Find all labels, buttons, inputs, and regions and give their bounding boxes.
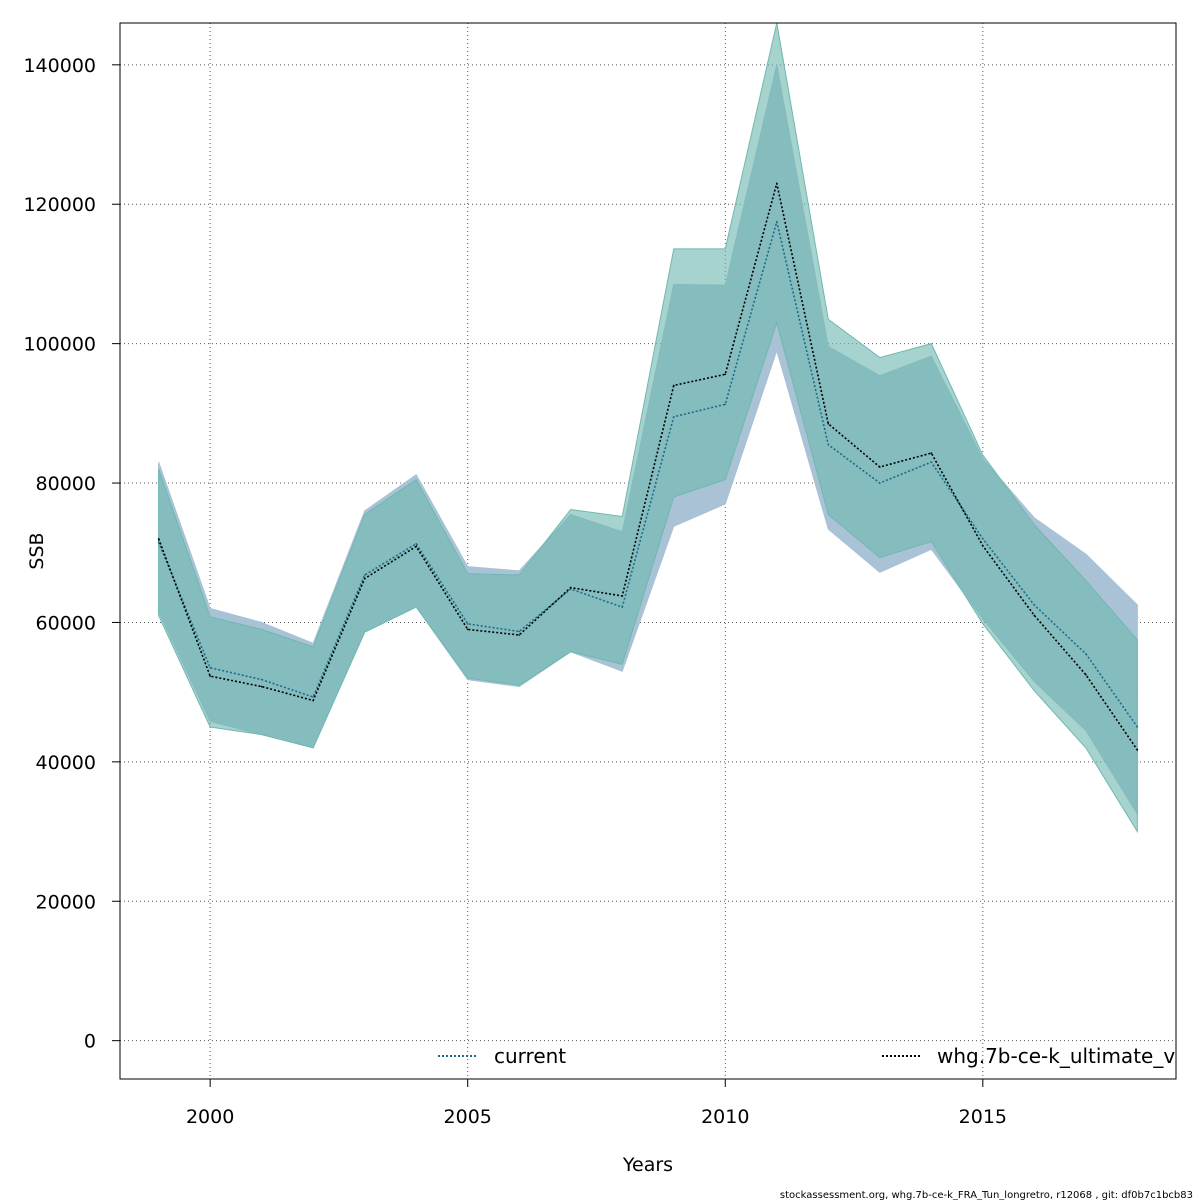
- data-point: [621, 595, 624, 597]
- data-point: [775, 220, 778, 223]
- data-point: [363, 574, 366, 576]
- data-point: [827, 422, 830, 425]
- data-point: [724, 403, 727, 406]
- series-lines: [157, 182, 1139, 751]
- data-point: [879, 482, 881, 484]
- x-tick-label: 2010: [701, 1106, 749, 1128]
- data-point: [1033, 614, 1036, 617]
- data-point: [1136, 726, 1139, 728]
- data-point: [1136, 749, 1139, 751]
- y-tick-label: 0: [84, 1031, 96, 1053]
- data-point: [209, 666, 211, 669]
- data-point: [621, 606, 624, 608]
- x-tick-label: 2005: [444, 1106, 492, 1128]
- data-point: [312, 696, 314, 698]
- data-point: [157, 541, 160, 544]
- data-point: [415, 545, 417, 548]
- y-tick-label: 120000: [23, 194, 96, 216]
- footer-credit: stockassessment.org, whg.7b-ce-k_FRA_Tun…: [780, 1190, 1193, 1200]
- data-point: [827, 443, 830, 446]
- data-point: [930, 452, 933, 454]
- data-point: [982, 544, 984, 547]
- data-point: [724, 373, 727, 376]
- data-point: [466, 623, 469, 625]
- data-point: [157, 538, 160, 540]
- data-point: [982, 538, 984, 540]
- data-point: [518, 634, 521, 636]
- legend-label-current: current: [494, 1044, 566, 1068]
- legend: current whg.7b-ce-k_ultimate_v: [438, 1044, 1175, 1068]
- gridlines: [120, 23, 1176, 1079]
- y-axis-title: SSB: [26, 532, 48, 569]
- series-line-whg: [157, 183, 1139, 751]
- data-point: [1085, 653, 1087, 655]
- data-point: [518, 630, 521, 633]
- data-point: [1033, 604, 1036, 606]
- data-point: [879, 466, 881, 468]
- data-point: [569, 586, 572, 589]
- data-point: [312, 699, 314, 702]
- data-point: [672, 416, 675, 418]
- data-point: [1085, 673, 1087, 676]
- x-axis-title: Years: [622, 1154, 673, 1176]
- data-point: [672, 384, 675, 387]
- y-tick-label: 100000: [23, 334, 96, 356]
- x-tick-label: 2015: [959, 1106, 1007, 1128]
- x-axis: 2000 2005 2010 2015: [186, 1079, 1007, 1128]
- y-axis: 0 20000 40000 60000 80000 100000 120000 140000: [23, 55, 120, 1053]
- y-tick-label: 140000: [23, 55, 96, 77]
- data-point: [260, 678, 263, 681]
- y-tick-label: 40000: [36, 752, 96, 774]
- plot-frame: [119, 22, 1177, 1080]
- data-point: [363, 577, 366, 580]
- data-point: [930, 461, 933, 463]
- data-point: [466, 628, 469, 631]
- y-tick-label: 80000: [36, 473, 96, 495]
- data-point: [209, 675, 211, 677]
- y-tick-label: 60000: [36, 612, 96, 634]
- confidence-bands: [158, 22, 1138, 834]
- data-point: [775, 182, 778, 185]
- x-tick-label: 2000: [186, 1106, 234, 1128]
- legend-label-whg: whg.7b-ce-k_ultimate_v: [937, 1044, 1175, 1068]
- band-whg: [158, 22, 1138, 834]
- data-point: [260, 685, 263, 688]
- data-point: [415, 542, 417, 545]
- series-line-current: [157, 221, 1139, 728]
- y-tick-label: 20000: [36, 891, 96, 913]
